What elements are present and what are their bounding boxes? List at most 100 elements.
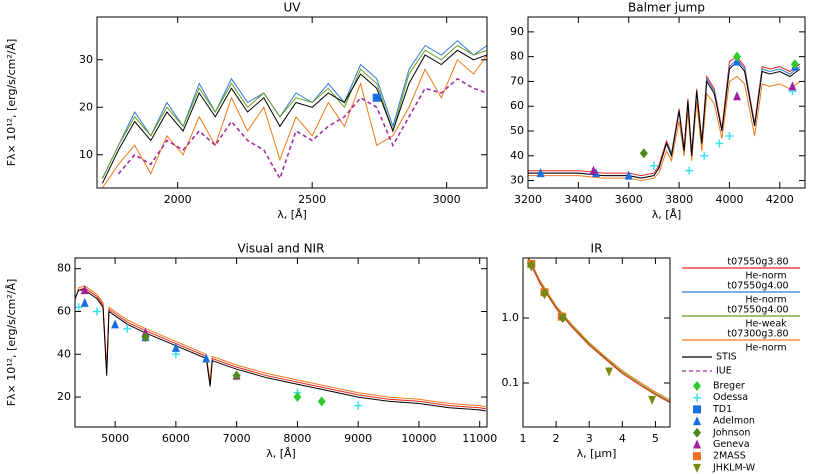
spectrum-line (101, 49, 487, 184)
marker (725, 131, 734, 140)
x-tick-label: 3400 (564, 193, 592, 206)
x-tick-label: 3800 (665, 193, 693, 206)
x-tick-label: 3600 (615, 193, 643, 206)
spectrum-line (528, 60, 801, 179)
y-tick-label: 30 (510, 174, 524, 187)
marker (111, 319, 120, 329)
spectrum-line (75, 285, 486, 408)
marker (232, 370, 241, 381)
legend-label: Geneva (713, 439, 750, 450)
marker (80, 297, 89, 307)
marker (715, 139, 724, 148)
legend-marker (693, 393, 701, 402)
marker (788, 81, 797, 91)
x-tick-label: 2000 (164, 193, 192, 206)
plot-area (101, 40, 487, 188)
x-tick-label: 3200 (514, 193, 542, 206)
spectrum-line (527, 259, 670, 403)
legend-marker (693, 427, 701, 438)
y-tick-label: 60 (57, 304, 71, 317)
spectrum-line (117, 77, 487, 181)
plot-area (528, 51, 801, 182)
spectrum-line (528, 258, 670, 401)
legend-label: t07550g4.00 (727, 281, 788, 292)
x-axis-label: λ, [Å] (277, 208, 307, 221)
legend-label: t07550g4.00 (727, 305, 788, 316)
legend-sublabel: He-norm (745, 295, 786, 306)
panel-title: IR (591, 242, 603, 256)
x-tick-label: 8000 (283, 432, 311, 445)
marker (733, 51, 742, 62)
marker (540, 290, 549, 300)
x-axis-label: λ, [Å] (652, 208, 682, 221)
marker (536, 168, 545, 178)
legend-label: Johnson (712, 427, 750, 438)
marker (75, 303, 83, 312)
legend-sublabel: He-norm (745, 343, 786, 354)
marker (141, 332, 150, 343)
panel-title: UV (284, 1, 302, 15)
marker (171, 342, 180, 352)
x-axis-label: λ, [μm] (577, 447, 617, 460)
marker (293, 392, 302, 403)
x-tick-label: 4200 (766, 193, 794, 206)
spectrum-line (527, 258, 670, 402)
legend-label: t07300g3.80 (727, 329, 788, 340)
legend-label: 2MASS (713, 451, 746, 462)
legend-marker (693, 439, 701, 449)
marker (527, 262, 536, 272)
x-tick-label: 3 (586, 432, 593, 445)
legend-marker (693, 405, 701, 414)
marker (92, 307, 101, 316)
marker (372, 93, 381, 102)
y-tick-label: 40 (510, 149, 524, 162)
x-tick-label: 9000 (344, 432, 372, 445)
panel-title: Balmer jump (628, 1, 705, 15)
legend-marker (693, 452, 701, 461)
x-tick-label: 4 (619, 432, 626, 445)
x-tick-label: 11000 (462, 432, 497, 445)
marker (685, 166, 694, 175)
legend: t07550g3.80He-normt07550g4.00He-normt075… (682, 257, 800, 473)
x-tick-label: 5 (652, 432, 659, 445)
x-tick-label: 10000 (401, 432, 436, 445)
axes-frame (74, 257, 488, 428)
spectrum-line (101, 54, 487, 188)
legend-marker (693, 463, 701, 473)
axes-frame (527, 16, 806, 189)
y-tick-label: 40 (57, 347, 71, 360)
marker (354, 401, 363, 410)
y-tick-label: 30 (79, 53, 93, 66)
y-tick-label: 90 (510, 25, 524, 38)
plot-area (527, 258, 670, 405)
marker (700, 151, 709, 160)
x-tick-label: 3000 (433, 193, 461, 206)
marker (639, 148, 648, 159)
marker (605, 367, 614, 377)
x-tick-label: 7000 (223, 432, 251, 445)
spectrum-line (101, 40, 487, 179)
legend-label: t07550g3.80 (727, 257, 788, 268)
legend-label: JHKLM-W (712, 462, 756, 473)
panel-title: Visual and NIR (238, 242, 325, 256)
axes-frame (522, 257, 671, 428)
marker (558, 314, 567, 324)
marker (790, 59, 799, 70)
y-tick-label: 80 (510, 50, 524, 63)
x-tick-label: 5000 (101, 432, 129, 445)
legend-sublabel: He-weak (745, 319, 787, 330)
marker (317, 396, 326, 407)
y-tick-label: 80 (57, 262, 71, 275)
y-tick-label: 1.0 (502, 311, 520, 324)
marker (202, 353, 211, 363)
legend-label: TD1 (712, 404, 732, 415)
x-axis-label: λ, [Å] (266, 447, 296, 460)
y-tick-label: 50 (510, 124, 524, 137)
marker (80, 285, 89, 295)
legend-label: Breger (713, 381, 745, 392)
plot-area (75, 285, 486, 412)
legend-label: Odessa (713, 392, 748, 403)
marker (624, 170, 633, 180)
legend-label: IUE (716, 366, 732, 377)
